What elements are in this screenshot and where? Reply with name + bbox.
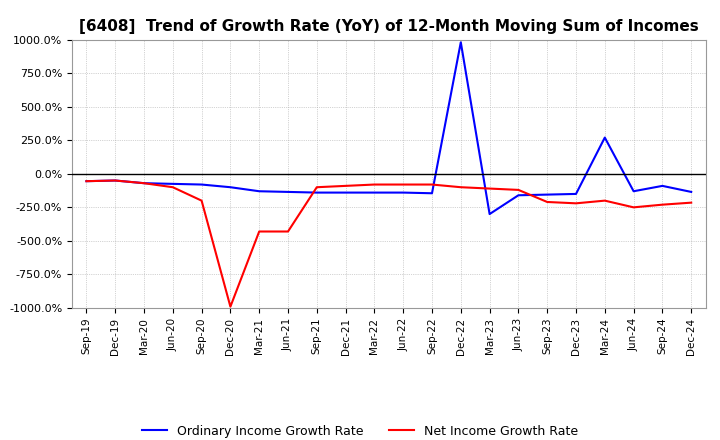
Ordinary Income Growth Rate	[226, 185, 235, 190]
Net Income Growth Rate	[370, 182, 379, 187]
Net Income Growth Rate	[629, 205, 638, 210]
Net Income Growth Rate	[111, 178, 120, 183]
Net Income Growth Rate	[140, 180, 148, 186]
Ordinary Income Growth Rate	[687, 189, 696, 194]
Ordinary Income Growth Rate	[370, 190, 379, 195]
Ordinary Income Growth Rate	[111, 178, 120, 183]
Legend: Ordinary Income Growth Rate, Net Income Growth Rate: Ordinary Income Growth Rate, Net Income …	[138, 420, 582, 440]
Ordinary Income Growth Rate	[428, 191, 436, 196]
Net Income Growth Rate	[341, 183, 350, 188]
Ordinary Income Growth Rate	[514, 193, 523, 198]
Ordinary Income Growth Rate	[485, 211, 494, 216]
Ordinary Income Growth Rate	[197, 182, 206, 187]
Ordinary Income Growth Rate	[543, 192, 552, 197]
Ordinary Income Growth Rate	[255, 189, 264, 194]
Net Income Growth Rate	[255, 229, 264, 234]
Ordinary Income Growth Rate	[629, 189, 638, 194]
Net Income Growth Rate	[226, 304, 235, 309]
Ordinary Income Growth Rate	[572, 191, 580, 197]
Ordinary Income Growth Rate	[456, 40, 465, 45]
Net Income Growth Rate	[284, 229, 292, 234]
Line: Ordinary Income Growth Rate: Ordinary Income Growth Rate	[86, 42, 691, 214]
Net Income Growth Rate	[572, 201, 580, 206]
Net Income Growth Rate	[168, 185, 177, 190]
Net Income Growth Rate	[312, 185, 321, 190]
Net Income Growth Rate	[514, 187, 523, 193]
Net Income Growth Rate	[456, 185, 465, 190]
Net Income Growth Rate	[687, 200, 696, 205]
Ordinary Income Growth Rate	[140, 180, 148, 186]
Ordinary Income Growth Rate	[600, 135, 609, 140]
Ordinary Income Growth Rate	[341, 190, 350, 195]
Net Income Growth Rate	[428, 182, 436, 187]
Net Income Growth Rate	[658, 202, 667, 207]
Ordinary Income Growth Rate	[312, 190, 321, 195]
Net Income Growth Rate	[600, 198, 609, 203]
Net Income Growth Rate	[82, 179, 91, 184]
Net Income Growth Rate	[399, 182, 408, 187]
Ordinary Income Growth Rate	[284, 189, 292, 194]
Ordinary Income Growth Rate	[658, 183, 667, 188]
Ordinary Income Growth Rate	[82, 179, 91, 184]
Ordinary Income Growth Rate	[168, 181, 177, 187]
Title: [6408]  Trend of Growth Rate (YoY) of 12-Month Moving Sum of Incomes: [6408] Trend of Growth Rate (YoY) of 12-…	[79, 19, 698, 34]
Net Income Growth Rate	[197, 198, 206, 203]
Net Income Growth Rate	[485, 186, 494, 191]
Line: Net Income Growth Rate: Net Income Growth Rate	[86, 180, 691, 307]
Ordinary Income Growth Rate	[399, 190, 408, 195]
Net Income Growth Rate	[543, 199, 552, 205]
